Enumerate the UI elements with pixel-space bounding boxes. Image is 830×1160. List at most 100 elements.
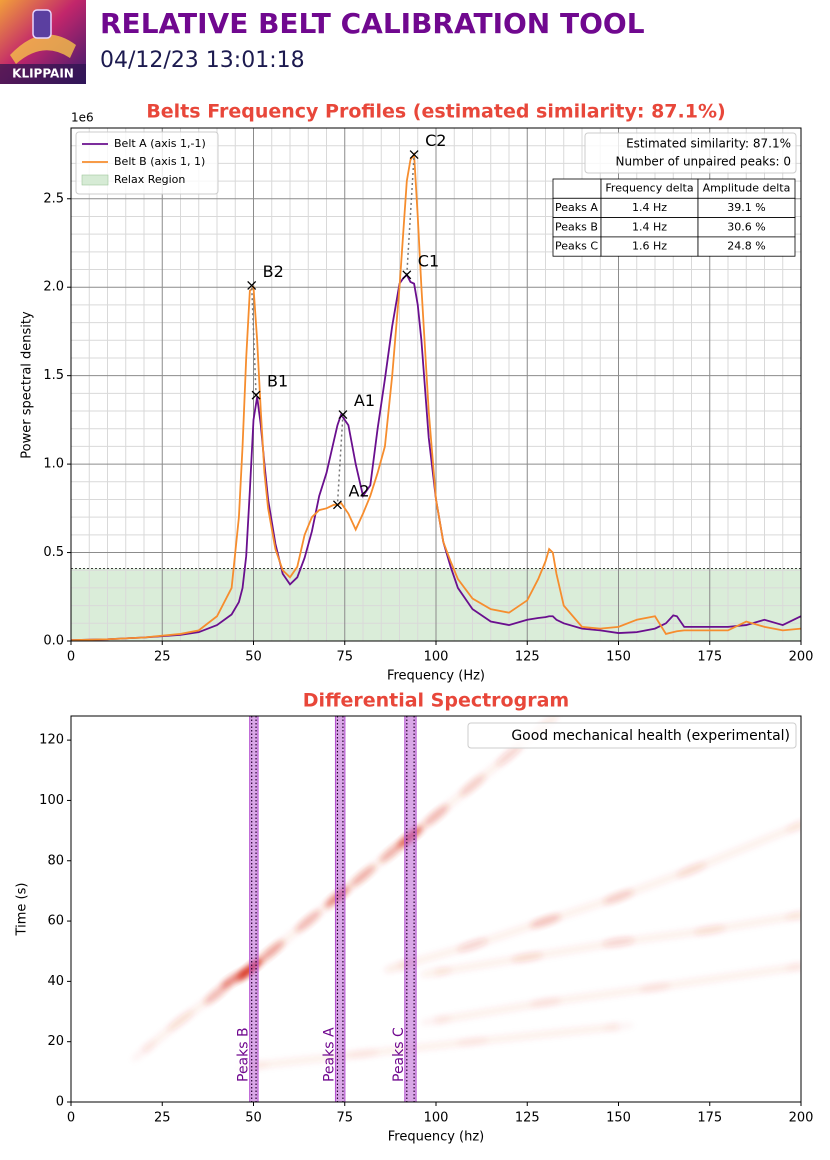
- stats-line: Estimated similarity: 87.1%: [626, 137, 791, 151]
- x-tick-label: 175: [697, 650, 722, 665]
- y-multiplier: 1e6: [71, 111, 94, 125]
- table-cell-text: 1.4 Hz: [632, 220, 667, 233]
- peak-label: C2: [425, 131, 446, 150]
- y-tick-label: 20: [47, 1034, 64, 1049]
- spectrogram-spot: [639, 982, 671, 992]
- y-axis-label: Power spectral density: [20, 311, 35, 459]
- ridge-trace: [253, 1023, 619, 1070]
- peak-marker: [332, 500, 342, 510]
- ridge-trace: [435, 962, 801, 1025]
- peak-label: A2: [348, 481, 369, 500]
- peak-band-label: Peaks A: [321, 1027, 337, 1082]
- page-title: RELATIVE BELT CALIBRATION TOOL: [100, 7, 645, 40]
- x-tick-label: 125: [515, 1111, 540, 1126]
- spectrogram-spot: [530, 914, 561, 928]
- logo-figure: [32, 9, 52, 39]
- table-row-label: Peaks B: [555, 220, 598, 233]
- y-tick-label: 100: [39, 793, 64, 808]
- spectrogram-spot: [131, 1040, 157, 1062]
- spectrogram-spot: [347, 1049, 379, 1059]
- spectrogram-spot: [496, 744, 522, 766]
- y-tick-label: 0.5: [43, 545, 64, 560]
- y-tick-label: 40: [47, 974, 64, 989]
- peak-pair-connector: [406, 154, 415, 275]
- spectrogram-spot: [602, 1022, 635, 1031]
- y-tick-label: 80: [47, 853, 64, 868]
- x-tick-label: 200: [789, 650, 814, 665]
- peak-marker: [251, 390, 261, 400]
- x-tick-label: 125: [515, 650, 540, 665]
- spectrogram-spot: [676, 862, 707, 877]
- spectrogram-spot: [204, 982, 230, 1005]
- x-tick-label: 175: [697, 1111, 722, 1126]
- table-row-label: Peaks A: [555, 201, 598, 214]
- table-row-label: Peaks C: [555, 240, 598, 253]
- x-tick-label: 75: [336, 650, 353, 665]
- spectrogram-spot: [785, 961, 801, 971]
- y-tick-label: 0.0: [43, 634, 64, 649]
- peak-pair-connector: [336, 414, 344, 505]
- logo-band: [0, 64, 86, 84]
- spectrogram-spot: [350, 865, 376, 887]
- legend-label: Belt B (axis 1, 1): [114, 155, 205, 168]
- peak-marker: [402, 270, 412, 280]
- y-tick-label: 60: [47, 914, 64, 929]
- x-tick-label: 0: [67, 650, 75, 665]
- peak-marker: [409, 150, 419, 159]
- legend-box: [75, 131, 219, 195]
- peak-marker: [247, 280, 257, 290]
- spectrogram-spot: [167, 1010, 194, 1031]
- y-tick-label: 120: [39, 733, 64, 748]
- x-tick-label: 200: [789, 1111, 814, 1126]
- spectrogram-spot: [259, 940, 285, 962]
- table-cell-text: 39.1 %: [727, 201, 765, 214]
- table-cell-text: 1.4 Hz: [632, 201, 667, 214]
- y-tick-label: 2.0: [43, 280, 64, 295]
- peak-label: B2: [263, 262, 284, 281]
- table-header: Amplitude delta: [703, 182, 791, 195]
- spectrogram-spot: [295, 910, 321, 932]
- x-tick-label: 25: [154, 1111, 171, 1126]
- spectrogram-spot: [785, 910, 801, 920]
- stats-line: Number of unpaired peaks: 0: [616, 155, 791, 169]
- spectrogram-spot: [420, 967, 452, 978]
- peak-label: C1: [418, 251, 439, 270]
- x-tick-label: 75: [336, 1111, 353, 1126]
- x-tick-label: 100: [424, 650, 449, 665]
- x-tick-label: 25: [154, 650, 171, 665]
- spectrogram-spot: [420, 1015, 452, 1026]
- peak-pair-connector: [250, 285, 257, 396]
- peak-label: A1: [354, 391, 375, 410]
- spectrogram-spot: [529, 997, 562, 1008]
- y-tick-label: 0: [56, 1095, 64, 1110]
- x-tick-label: 150: [606, 650, 631, 665]
- peaks-table: Frequency delta Amplitude delta Peaks A 1.4…: [552, 178, 796, 257]
- spectrogram-spot: [423, 804, 449, 827]
- x-axis-label: Frequency (hz): [388, 1130, 485, 1145]
- chart-title: Differential Spectrogram: [303, 690, 569, 712]
- x-axis-label: Frequency (Hz): [387, 669, 485, 684]
- datetime: 04/12/23 13:01:18: [100, 48, 305, 73]
- x-tick-label: 50: [245, 650, 262, 665]
- stats-box: [584, 132, 797, 174]
- plot-area: [131, 716, 801, 1071]
- x-tick-label: 50: [245, 1111, 262, 1126]
- series-line: [70, 151, 802, 642]
- logo-text: KLIPPAIN: [12, 67, 74, 81]
- table-cell-text: 30.6 %: [727, 220, 765, 233]
- table-cell: [697, 236, 796, 257]
- table-cell-text: 24.8 %: [727, 240, 765, 253]
- peak-band-label: Peaks B: [236, 1027, 252, 1082]
- table-header: Frequency delta: [605, 182, 693, 195]
- peak-label: B1: [267, 372, 288, 391]
- spectrogram-spot: [459, 774, 486, 797]
- peak-marker: [338, 410, 348, 420]
- spectrogram-spot: [511, 952, 544, 962]
- spectrogram-spot: [456, 1037, 489, 1046]
- logo-shape: [10, 34, 76, 64]
- x-tick-label: 150: [606, 1111, 631, 1126]
- x-tick-label: 0: [67, 1111, 75, 1126]
- x-tick-label: 100: [424, 1111, 449, 1126]
